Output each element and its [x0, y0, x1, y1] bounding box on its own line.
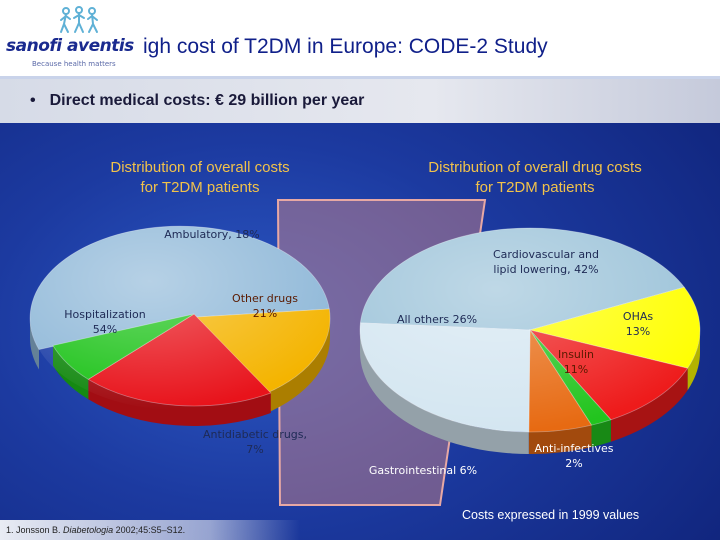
pie-right-slice-ohas-side	[687, 330, 700, 391]
pie-right-slice-anti_infectives-side	[591, 419, 611, 448]
pie-right-highlight	[360, 228, 700, 432]
pie-right-label-anti_infectives: Anti-infectives 2%	[535, 442, 614, 470]
pie-left-highlight	[30, 226, 330, 410]
right-chart-title-line-1: Distribution of overall drug costs	[428, 159, 642, 176]
sanofi-aventis-logo: sanofi aventis Because health matters	[6, 6, 136, 70]
pie-right-label-insulin: Insulin 11%	[558, 348, 594, 376]
header-divider	[0, 76, 720, 79]
left-chart-title-line-1: Distribution of overall costs	[110, 159, 290, 176]
pie-right-slice-all_others-side	[360, 330, 529, 454]
pie-left-slice-other_drugs-side	[88, 379, 271, 426]
bullet-band	[0, 79, 720, 123]
pie-right-slice-gastrointestinal-side	[528, 425, 592, 455]
pie-left-slice-hospitalization-side	[29, 318, 39, 370]
pie-left-label-ambulatory: Ambulatory, 18%	[164, 228, 260, 241]
costs-note: Costs expressed in 1999 values	[462, 508, 640, 522]
pie-left-slice-ambulatory-side	[256, 318, 330, 417]
footnote-suffix: 2002;45:S5–S12.	[113, 525, 186, 535]
reference-footnote: 1. Jonsson B. Diabetologia 2002;45:S5–S1…	[6, 525, 185, 535]
pie-right-label-ohas: OHAs 13%	[623, 310, 653, 338]
header-bar	[0, 0, 720, 78]
footnote-prefix: 1. Jonsson B.	[6, 525, 64, 535]
bullet-marker: •	[30, 92, 36, 109]
footnote-journal: Diabetologia	[63, 525, 114, 535]
left-chart-title-line-2: for T2DM patients	[140, 179, 260, 196]
bullet-text: Direct medical costs: € 29 billion per y…	[49, 92, 365, 109]
footer-band	[0, 520, 300, 540]
bullet-point: • Direct medical costs: € 29 billion per …	[30, 92, 364, 110]
slide-title: igh cost of T2DM in Europe: CODE-2 Study	[143, 35, 548, 58]
right-chart-title-line-2: for T2DM patients	[475, 179, 595, 196]
pie-right-label-cardiovascular: Cardiovascular and lipid lowering, 42%	[493, 248, 599, 276]
pie-left-label-hospitalization: Hospitalization 54%	[64, 308, 146, 336]
brand-wordmark: sanofi aventis	[6, 36, 134, 56]
right-chart-title: Distribution of overall drug costs for T…	[385, 158, 685, 198]
pie-left-label-antidiabetic: Antidiabetic drugs, 7%	[203, 428, 307, 456]
pie-right-slice-insulin-side	[610, 368, 688, 442]
pie-left-label-other_drugs: Other drugs 21%	[232, 292, 298, 320]
left-chart-title: Distribution of overall costs for T2DM p…	[60, 158, 340, 198]
people-logo-icon	[60, 6, 98, 33]
brand-tagline: Because health matters	[32, 60, 116, 68]
pie-right-label-gastrointestinal: Gastrointestinal 6%	[369, 464, 477, 477]
pie-right-label-all_others: All others 26%	[397, 313, 477, 326]
